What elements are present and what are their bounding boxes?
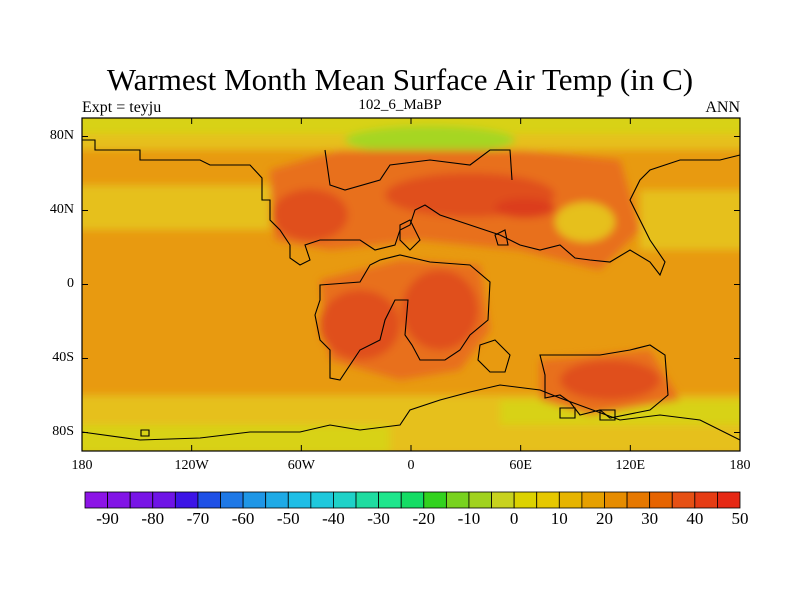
colorbar-swatch xyxy=(400,491,425,509)
colorbar-swatch xyxy=(649,491,673,509)
colorbar-swatch xyxy=(626,491,651,509)
lon-tick-label: 60W xyxy=(287,458,315,473)
map-title: Warmest Month Mean Surface Air Temp (in … xyxy=(106,62,694,97)
lat-tick-label: 80N xyxy=(49,127,74,143)
colorbar-label: -90 xyxy=(96,509,119,528)
coastlines xyxy=(81,139,741,441)
colorbar-label: -10 xyxy=(457,509,481,528)
colorbar-label: 20 xyxy=(595,509,613,528)
colorbar-label: 30 xyxy=(641,509,659,528)
lon-tick-label: 120E xyxy=(615,458,646,473)
lon-tick-label: 180 xyxy=(729,458,751,473)
colorbar-label: 10 xyxy=(550,509,568,528)
lat-tick-label: 40N xyxy=(49,201,74,217)
colorbar-swatch xyxy=(220,491,244,509)
colorbar-label: -60 xyxy=(231,509,255,528)
colorbar-swatch xyxy=(242,491,267,509)
colorbar-swatch xyxy=(604,491,628,509)
colorbar-label: -80 xyxy=(141,509,165,528)
colorbar-swatch xyxy=(265,491,289,509)
lon-tick-label: 180 xyxy=(71,458,93,473)
lon-tick-label: 0 xyxy=(407,458,415,473)
colorbar-swatch xyxy=(129,491,154,509)
colorbar-swatch xyxy=(694,491,718,509)
colorbar-swatch xyxy=(491,491,515,509)
colorbar-swatch xyxy=(513,491,538,509)
colorbar-label: 50 xyxy=(731,509,749,528)
period-label: 102_6_MaBP xyxy=(358,97,442,113)
colorbar-swatch xyxy=(287,491,312,509)
axis-ticks xyxy=(81,118,741,451)
season-label: ANN xyxy=(705,99,740,116)
colorbar-swatch xyxy=(310,491,334,509)
colorbar-swatch xyxy=(333,491,357,509)
colorbar-swatch xyxy=(355,491,380,509)
colorbar-swatch xyxy=(84,491,108,509)
colorbar-swatch xyxy=(558,491,583,509)
colorbar-swatch xyxy=(468,491,492,509)
colorbar-swatch xyxy=(445,491,470,509)
colorbar-swatch xyxy=(107,491,131,509)
colorbar-swatch xyxy=(671,491,696,509)
colorbar xyxy=(84,491,741,509)
colorbar-label: -30 xyxy=(367,509,390,528)
colorbar-swatch xyxy=(197,491,221,509)
colorbar-swatch xyxy=(536,491,560,509)
colorbar-label: -40 xyxy=(322,509,345,528)
colorbar-swatch xyxy=(378,491,402,509)
lon-tick-label: 120W xyxy=(174,458,209,473)
colorbar-swatch xyxy=(152,491,176,509)
colorbar-label: -20 xyxy=(412,509,436,528)
lat-tick-label: 0 xyxy=(67,275,74,291)
lon-tick-label: 60E xyxy=(509,458,532,473)
colorbar-label: -50 xyxy=(276,509,300,528)
colorbar-swatch xyxy=(717,491,741,509)
colorbar-swatch xyxy=(423,491,447,509)
colorbar-swatch xyxy=(581,491,605,509)
lat-tick-label: 80S xyxy=(52,423,74,439)
colorbar-label: 0 xyxy=(509,509,519,528)
colorbar-swatch xyxy=(174,491,199,509)
lat-tick-label: 40S xyxy=(52,349,74,365)
colorbar-label: 40 xyxy=(686,509,704,528)
colorbar-label: -70 xyxy=(186,509,210,528)
temperature-field xyxy=(82,118,740,451)
experiment-label: Expt = teyju xyxy=(82,99,162,116)
